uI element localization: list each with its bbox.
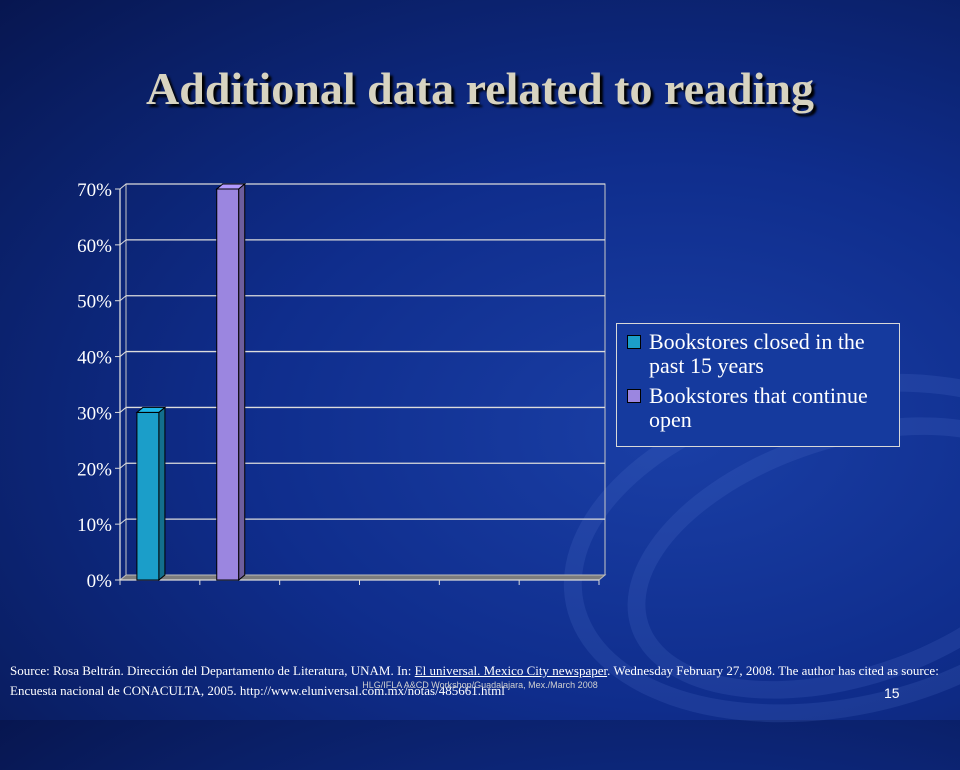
legend-label: Bookstores closed in the past 15 years (649, 329, 865, 378)
gridline (119, 407, 127, 413)
legend-label: Bookstores that continue open (649, 383, 868, 432)
source-newspaper-link[interactable]: El universal. Mexico City newspaper (414, 663, 608, 678)
legend-item: Bookstores that continue open (625, 384, 891, 432)
gridline (119, 351, 127, 357)
y-tick-label: 10% (77, 515, 112, 536)
legend-item: Bookstores closed in the past 15 years (625, 330, 891, 378)
legend-swatch (627, 335, 641, 349)
gridline (119, 183, 127, 190)
bar (216, 188, 240, 581)
slide-title: Additional data related to reading (146, 63, 814, 114)
gridline (119, 239, 127, 246)
source-text: . Wednesday February 27, 2008. The autho… (10, 663, 939, 698)
bar (136, 411, 160, 581)
y-tick-label: 70% (77, 180, 112, 201)
y-tick-label: 0% (87, 571, 113, 592)
legend-swatch (627, 389, 641, 403)
gridline (119, 462, 127, 469)
bar-side (238, 182, 246, 582)
plot-floor (118, 574, 607, 581)
y-tick-label: 30% (77, 403, 112, 424)
source-text: Source: Rosa Beltrán. Dirección del Depa… (10, 663, 415, 678)
gridline (119, 518, 127, 525)
y-tick-label: 60% (77, 236, 112, 257)
source-citation: Source: Rosa Beltrán. Dirección del Depa… (10, 661, 955, 701)
y-tick-label: 40% (77, 348, 112, 369)
bar-chart: 0% 10% 20% 30% 40% 50% 60% 70% (77, 180, 607, 592)
gridline (119, 295, 127, 302)
y-tick-label: 20% (77, 459, 112, 480)
page-number: 15 (884, 685, 900, 701)
slide-footer: HLG/IFLA A&CD Workshop/Guadalajara, Mex.… (362, 680, 598, 690)
plot-area (125, 183, 606, 576)
chart-legend: Bookstores closed in the past 15 years B… (616, 323, 900, 447)
bar-side (158, 406, 166, 582)
y-tick-label: 50% (77, 292, 112, 313)
